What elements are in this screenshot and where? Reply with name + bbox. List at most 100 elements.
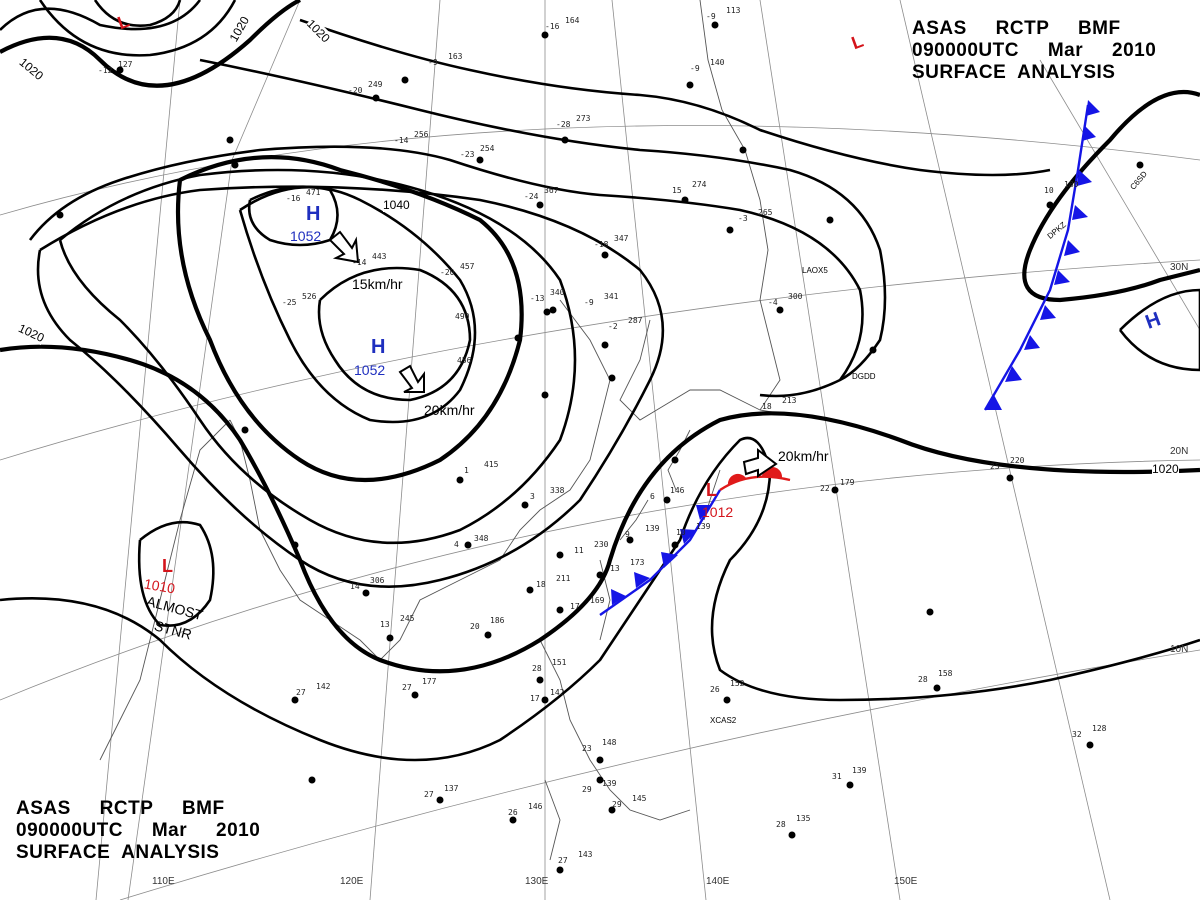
station-pressure: 142: [316, 682, 331, 691]
station-pressure: 220: [1010, 456, 1025, 465]
low-pressure-value: 1012: [702, 504, 734, 520]
station-pressure: 163: [448, 52, 463, 61]
isobars: [0, 0, 1200, 762]
station-pressure: 213: [782, 396, 797, 405]
station-pressure: 179: [840, 478, 855, 487]
station-temp: 29: [612, 800, 622, 809]
station-pressure: 338: [550, 486, 565, 495]
high-pressure-value: 1052: [354, 362, 386, 378]
station-pressure: 139: [602, 779, 617, 788]
longitude-label: 130E: [525, 876, 549, 887]
isobar-line: [93, 0, 182, 27]
isobar-label: 1040: [383, 198, 410, 212]
station-pressure: 211: [556, 574, 571, 583]
station-pressure: 173: [630, 558, 645, 567]
title-line-2: 090000UTC Mar 2010: [16, 820, 261, 841]
isobar-line: [38, 0, 237, 57]
station-temp: -14: [394, 136, 409, 145]
station-pressure: 113: [726, 6, 741, 15]
station-pressure: 142: [550, 688, 565, 697]
station-pressure: 340: [550, 288, 565, 297]
station-pressure: 287: [628, 316, 643, 325]
isobar-line: [137, 520, 215, 628]
station-pressure: 265: [758, 208, 773, 217]
longitude-label: 150E: [894, 876, 918, 887]
station-temp: -9: [706, 12, 716, 21]
movement-speed: 20km/hr: [778, 448, 829, 464]
station-temp: 27: [296, 688, 306, 697]
station-temp: -14: [352, 258, 367, 267]
station-pressure: 300: [788, 292, 803, 301]
station-temp: 26: [508, 808, 518, 817]
station-temp: 28: [776, 820, 786, 829]
isobar-line: [317, 266, 472, 402]
station-pressure: 135: [796, 814, 811, 823]
station-temp: 27: [402, 683, 412, 692]
isobar-line: [36, 185, 665, 588]
title-line-3: SURFACE ANALYSIS: [16, 842, 220, 863]
arrow-icon: [742, 447, 778, 478]
station-pressure: 145: [632, 794, 647, 803]
high-pressure-symbol: H: [306, 203, 321, 225]
latitude-label: 10N: [1170, 644, 1189, 655]
station-id: LAOX5: [802, 266, 828, 275]
station-id: DGDD: [852, 372, 876, 381]
station-temp: 28: [918, 675, 928, 684]
movement-speed: 20km/hr: [424, 402, 475, 418]
station-temp: -9: [428, 58, 438, 67]
latitude-label: 30N: [1170, 262, 1189, 273]
station-pressure: 148: [602, 738, 617, 747]
station-pressure: 139: [645, 524, 660, 533]
station-temp: -25: [282, 298, 297, 307]
station-temp: -18: [594, 240, 609, 249]
station-temp: -4: [768, 298, 778, 307]
station-temp: 26: [710, 685, 720, 694]
station-pressure: 139: [852, 766, 867, 775]
station-temp: 15: [672, 186, 682, 195]
high-pressure-value: 1052: [290, 228, 322, 244]
station-pressure: 348: [474, 534, 489, 543]
station-pressure: 274: [692, 180, 707, 189]
isobar-label: 1020: [1152, 462, 1179, 476]
station-pressure: 245: [400, 614, 415, 623]
station-temp: 29: [582, 785, 592, 794]
station-pressure: 457: [460, 262, 475, 271]
title-line-1: ASAS RCTP BMF: [912, 18, 1121, 39]
station-pressure: 164: [565, 16, 580, 25]
station-temp: -20: [348, 86, 363, 95]
station-temp: -12: [98, 66, 113, 75]
station-pressure: 256: [414, 130, 429, 139]
isobar-line: [28, 145, 864, 398]
longitude-label: 140E: [706, 876, 730, 887]
station-temp: 17: [570, 602, 580, 611]
isobar-line: [0, 436, 1200, 762]
isobar-1020-north: [0, 0, 301, 88]
station-pressure: 151: [552, 658, 567, 667]
station-pressure: 186: [490, 616, 505, 625]
station-temp: 28: [532, 664, 542, 673]
station-pressure: 127: [118, 60, 133, 69]
station-temp: 27: [558, 856, 568, 865]
longitude-label: 120E: [340, 876, 364, 887]
station-temp: 13: [610, 564, 620, 573]
isobar-1020-west: [0, 344, 1200, 674]
station-temp: 10: [1044, 186, 1054, 195]
isobar-line: [238, 185, 477, 424]
station-temp: 9: [625, 530, 630, 539]
station-temp: 17: [530, 694, 540, 703]
station-temp: 10: [676, 528, 686, 537]
title-line-3: SURFACE ANALYSIS: [912, 62, 1116, 83]
isobar-line: [299, 18, 1051, 177]
movement-arrows: [328, 230, 778, 478]
isobar-line: [58, 168, 577, 545]
title-line-2: 090000UTC Mar 2010: [912, 40, 1157, 61]
isobar-line: [0, 0, 202, 31]
title-line-1: ASAS RCTP BMF: [16, 798, 225, 819]
station-temp: 4: [454, 540, 459, 549]
station-temp: -13: [530, 294, 545, 303]
station-temp: 13: [380, 620, 390, 629]
station-temp: -16: [286, 194, 301, 203]
station-temp: 31: [832, 772, 842, 781]
movement-speed: 15km/hr: [352, 276, 403, 292]
